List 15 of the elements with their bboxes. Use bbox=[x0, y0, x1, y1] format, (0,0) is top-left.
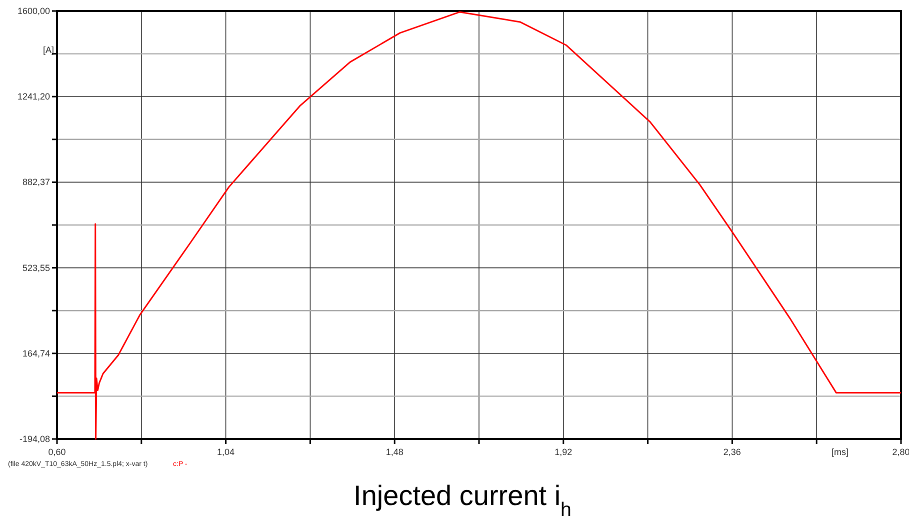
y-tick-label: 164,74 bbox=[22, 348, 50, 358]
y-tick-label: 523,55 bbox=[22, 262, 50, 273]
x-tick-label: 0,60 bbox=[48, 447, 66, 457]
x-tick-label: 1,04 bbox=[217, 447, 235, 457]
y-tick-label: -194,08 bbox=[19, 434, 50, 444]
x-tick-label: 1,48 bbox=[386, 447, 404, 457]
y-tick-label: 882,37 bbox=[22, 177, 50, 188]
x-axis-title: [ms] bbox=[832, 447, 848, 457]
x-tick-label: 1,92 bbox=[554, 447, 572, 457]
text: Injected current i$_{h}$ bbox=[354, 480, 572, 517]
y-tick-label: 1241,20 bbox=[17, 92, 50, 102]
y-axis-title: [A] bbox=[42, 45, 54, 55]
line-series bbox=[56, 11, 902, 440]
x-tick-label: 2,36 bbox=[723, 447, 741, 457]
y-tick-label: 1600,00 bbox=[17, 6, 50, 16]
